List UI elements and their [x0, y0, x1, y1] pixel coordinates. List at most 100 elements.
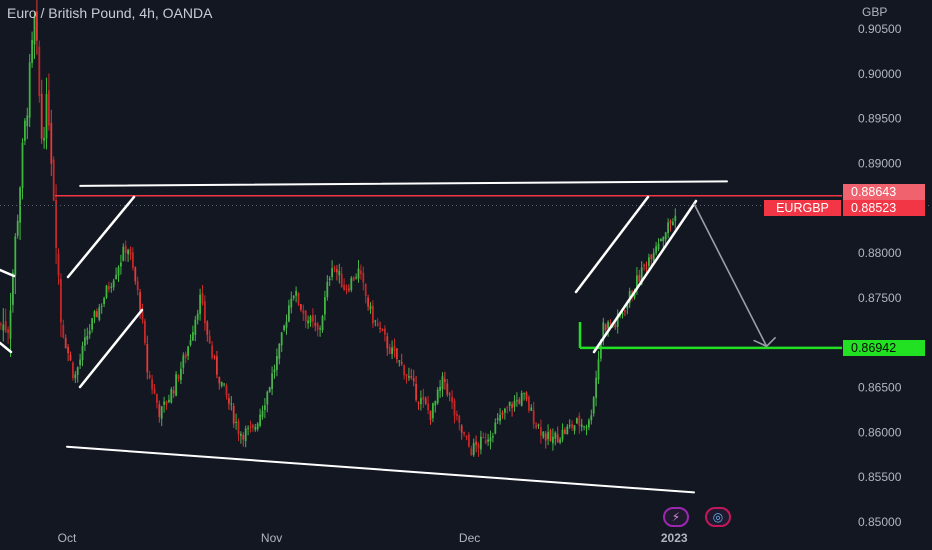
- candle-187: [448, 391, 451, 402]
- candle-28: [67, 344, 69, 362]
- candle-95: [228, 393, 230, 410]
- candle-223: [535, 422, 537, 430]
- candle-274: [657, 238, 660, 252]
- candle-271: [650, 254, 653, 267]
- candle-85: [204, 295, 206, 331]
- candle-248: [595, 370, 597, 407]
- candle-268: [643, 263, 645, 271]
- currency-label: GBP: [862, 5, 888, 19]
- y-tick-label: 0.89500: [858, 112, 902, 126]
- candle-33: [79, 353, 81, 369]
- target-price-tag: 0.86942: [843, 340, 925, 356]
- lightning-icon[interactable]: ⚡: [663, 507, 689, 527]
- channel-right-lower: [592, 199, 698, 354]
- candle-254: [609, 319, 612, 327]
- candle-246: [590, 409, 593, 425]
- candle-71: [170, 386, 173, 404]
- candle-233: [559, 436, 561, 445]
- candle-67: [160, 406, 163, 427]
- candle-193: [463, 431, 465, 437]
- candle-216: [518, 397, 521, 405]
- candle-73: [175, 371, 177, 397]
- candle-202: [484, 432, 487, 445]
- candle-236: [566, 424, 569, 435]
- candle-234: [561, 423, 564, 443]
- candle-39: [93, 310, 96, 324]
- candle-106: [254, 423, 257, 432]
- candle-181: [434, 400, 437, 413]
- candle-66: [158, 400, 161, 423]
- candle-134: [321, 314, 324, 333]
- candle-48: [115, 267, 117, 280]
- candle-149: [357, 259, 360, 283]
- candle-191: [458, 414, 461, 431]
- candle-165: [396, 348, 398, 364]
- candle-215: [516, 392, 518, 407]
- candle-23: [55, 184, 57, 264]
- candle-94: [225, 383, 228, 400]
- globe-icon[interactable]: ◎: [705, 507, 731, 527]
- x-tick-label: 2023: [661, 531, 688, 545]
- x-tick-label: Nov: [261, 531, 282, 545]
- candle-93: [223, 383, 225, 387]
- candle-38: [91, 317, 93, 333]
- candle-225: [540, 419, 542, 444]
- candle-110: [264, 398, 266, 419]
- candle-203: [487, 433, 489, 446]
- y-tick-label: 0.88000: [858, 246, 902, 260]
- candle-247: [592, 396, 595, 417]
- candle-121: [290, 291, 293, 314]
- candle-214: [513, 395, 516, 412]
- channel-right-upper: [574, 195, 650, 294]
- candle-46: [110, 282, 113, 293]
- candle-145: [348, 284, 350, 293]
- candle-238: [571, 420, 573, 431]
- candle-204: [489, 430, 492, 450]
- candle-227: [544, 431, 547, 449]
- candle-22: [52, 156, 55, 202]
- candle-172: [412, 369, 415, 387]
- candle-13: [31, 31, 33, 68]
- lower-trendline: [66, 445, 695, 494]
- candle-229: [549, 428, 552, 442]
- candle-178: [427, 395, 429, 415]
- candle-273: [655, 241, 657, 256]
- candle-116: [278, 343, 281, 365]
- candle-242: [580, 418, 583, 432]
- candle-7: [16, 214, 19, 239]
- candle-27: [64, 334, 67, 349]
- candle-146: [350, 275, 353, 293]
- candle-101: [242, 432, 245, 447]
- candle-221: [530, 404, 533, 411]
- candle-231: [554, 431, 557, 446]
- candle-164: [393, 338, 396, 358]
- candle-19: [45, 77, 48, 150]
- candle-160: [384, 325, 386, 342]
- candle-179: [429, 410, 432, 425]
- edge-line-b: [0, 341, 13, 354]
- candle-155: [372, 300, 374, 328]
- candle-50: [120, 254, 122, 275]
- candle-105: [252, 423, 254, 432]
- candle-115: [276, 348, 278, 377]
- candles-group: [0, 0, 677, 457]
- candle-244: [585, 424, 588, 436]
- candle-197: [472, 438, 475, 457]
- axes-group: 0.90500 0.90000 0.89500 0.89000 0.88000 0.875…: [58, 22, 902, 545]
- candle-188: [451, 390, 453, 410]
- candle-64: [153, 384, 156, 395]
- candle-12: [28, 54, 31, 127]
- candle-54: [129, 246, 132, 261]
- candle-220: [528, 395, 530, 413]
- candle-65: [156, 393, 158, 409]
- candle-174: [417, 401, 420, 410]
- candle-104: [249, 420, 252, 433]
- y-tick-label: 0.89000: [858, 156, 902, 170]
- candle-253: [607, 320, 609, 337]
- candle-18: [43, 126, 45, 149]
- candle-230: [552, 428, 554, 451]
- candle-83: [199, 288, 201, 321]
- candle-37: [88, 324, 91, 339]
- candle-199: [477, 442, 480, 457]
